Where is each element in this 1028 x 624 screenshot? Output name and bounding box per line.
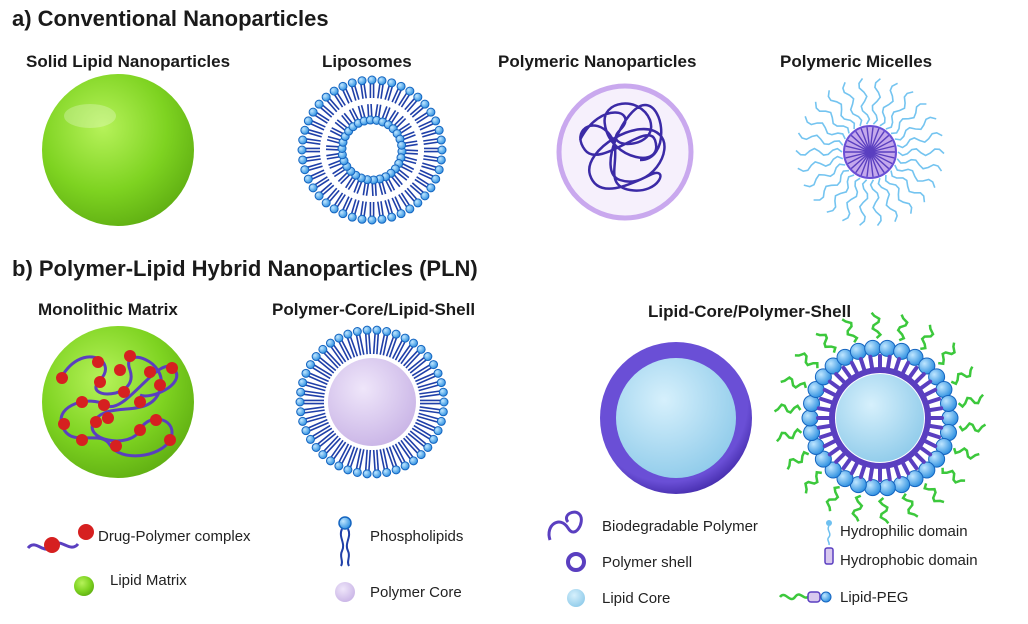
liposome-bilayer <box>297 75 447 225</box>
label-polymeric-micelles: Polymeric Micelles <box>780 52 933 71</box>
lipid-matrix-icon <box>74 576 94 596</box>
legend-lipid-matrix-label: Lipid Matrix <box>110 572 187 589</box>
polymer-core-icon <box>335 582 355 602</box>
biodegradable-polymer-icon <box>547 510 583 541</box>
legend-hydrophobic-label: Hydrophobic domain <box>840 552 978 569</box>
label-polymer-core-lipid-shell: Polymer-Core/Lipid-Shell <box>272 300 476 319</box>
lipid-core-icon <box>567 589 585 607</box>
label-solid-lipid-nanoparticles: Solid Lipid Nanoparticles <box>26 52 231 71</box>
hydrophobic-domain-icon <box>824 547 834 565</box>
legend-lipid-peg-label: Lipid-PEG <box>840 589 909 606</box>
legend-hydrophilic-label: Hydrophilic domain <box>840 523 968 540</box>
lipid-peg-icon <box>778 591 832 603</box>
monolithic-matrix-sphere <box>42 326 194 478</box>
polymer-chain-tangle <box>578 102 666 192</box>
drug-molecules <box>56 350 178 452</box>
legend-phospholipids-label: Phospholipids <box>370 528 464 545</box>
legend-biodegradable-polymer-label: Biodegradable Polymer <box>602 518 758 535</box>
hydrophilic-domain-icon <box>826 520 832 546</box>
lipid-peg-hybrid-nanoparticle <box>773 311 987 525</box>
polymer-core-lipid-shell <box>295 325 449 479</box>
label-monolithic-matrix: Monolithic Matrix <box>38 300 178 319</box>
legend-polymer-core-label: Polymer Core <box>370 584 462 601</box>
lipid-core <box>616 358 736 478</box>
section-b-title: b) Polymer-Lipid Hybrid Nanoparticles (P… <box>12 256 478 281</box>
legend-drug-polymer-label: Drug-Polymer complex <box>98 528 251 545</box>
label-liposomes: Liposomes <box>322 52 412 71</box>
label-polymeric-nanoparticles: Polymeric Nanoparticles <box>498 52 697 71</box>
legend-lipid-core-label: Lipid Core <box>602 590 671 607</box>
phospholipid-icon <box>338 516 352 567</box>
drug-polymer-complex-icon <box>26 524 94 553</box>
legend-polymer-shell-label: Polymer shell <box>602 554 693 571</box>
solid-lipid-nanoparticle-sphere <box>42 74 194 226</box>
polymeric-micelle <box>795 77 945 227</box>
label-lipid-core-polymer-shell: Lipid-Core/Polymer-Shell <box>648 302 852 321</box>
section-a-title: a) Conventional Nanoparticles <box>12 6 329 31</box>
drug-polymer-network <box>58 355 179 458</box>
polymer-shell-icon <box>566 552 586 572</box>
